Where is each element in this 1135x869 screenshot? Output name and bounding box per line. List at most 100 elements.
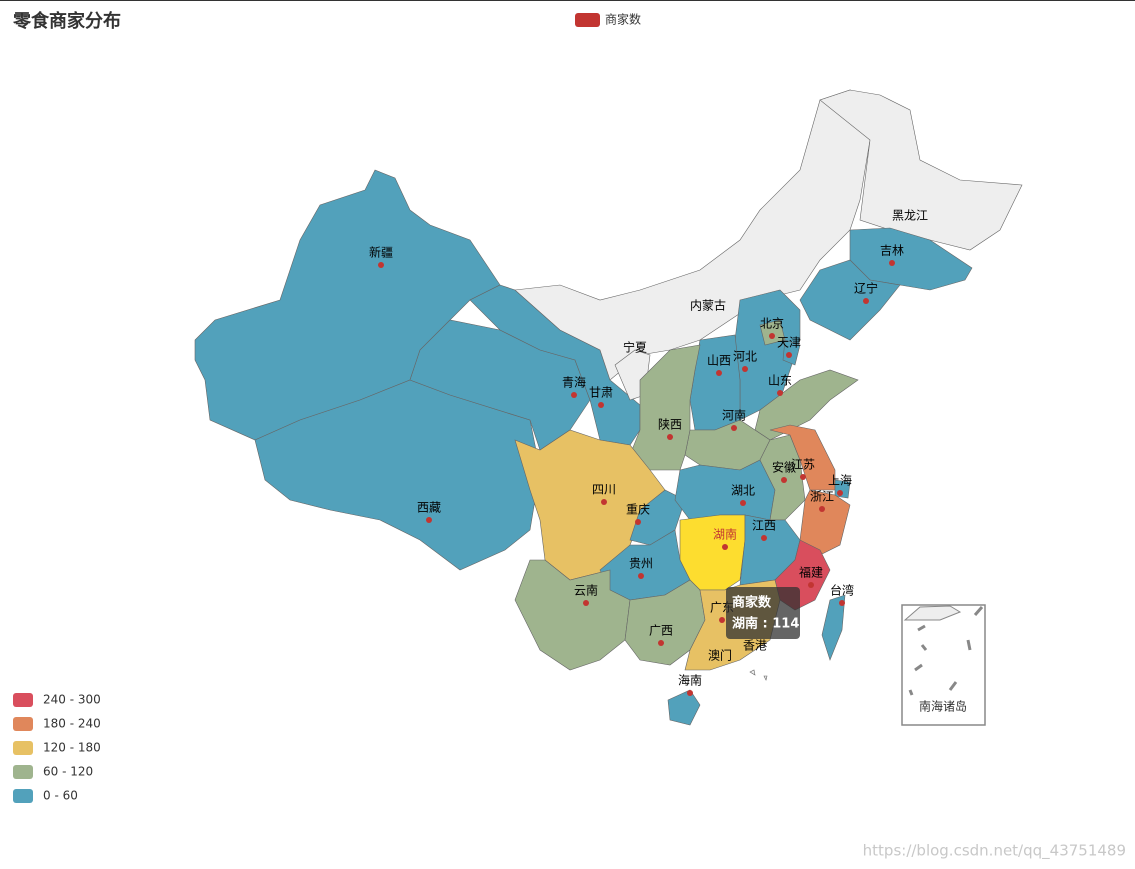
province-label: 重庆 <box>626 503 650 517</box>
inset-frame <box>901 604 986 726</box>
province-dot <box>716 370 722 376</box>
legend-label[interactable]: 商家数 <box>605 12 641 27</box>
province-dot <box>583 600 589 606</box>
province-label: 江西 <box>752 519 776 533</box>
province-dot <box>571 392 577 398</box>
province-label: 黑龙江 <box>892 209 928 223</box>
inset-islands <box>908 606 984 696</box>
province-dot <box>426 517 432 523</box>
province-shape <box>674 459 776 521</box>
province-shape <box>821 594 846 661</box>
province-label: 山东 <box>768 374 792 388</box>
province-dot <box>598 402 604 408</box>
province-dot <box>635 519 641 525</box>
province-dot <box>719 617 725 623</box>
province-shape <box>782 339 801 366</box>
province-label: 陕西 <box>658 417 682 432</box>
province-dot <box>889 260 895 266</box>
province-label: 福建 <box>799 565 823 580</box>
province-dot <box>819 506 825 512</box>
province-label: 吉林 <box>880 244 904 258</box>
province-label: 广西 <box>649 624 673 638</box>
province-label: 澳门 <box>708 648 732 663</box>
tooltip-text: 湖南 : 114 <box>732 616 799 632</box>
province-label: 安徽 <box>772 460 796 475</box>
province-shape <box>799 259 901 341</box>
visual-map-swatch[interactable] <box>13 741 33 755</box>
province-label: 内蒙古 <box>690 298 726 313</box>
province-label: 贵州 <box>629 557 653 571</box>
tooltip: 商家数 湖南 : 114 <box>726 587 800 639</box>
province-label: 新疆 <box>369 245 393 260</box>
tooltip-title: 商家数 <box>732 595 772 611</box>
province-dot <box>863 298 869 304</box>
province-label: 甘肃 <box>589 386 613 400</box>
province-dot <box>769 333 775 339</box>
province-label: 海南 <box>678 673 702 688</box>
province-dot <box>781 477 787 483</box>
province-label: 山西 <box>707 354 731 368</box>
province-label: 河南 <box>722 408 746 423</box>
province-label: 台湾 <box>830 583 854 598</box>
province-shape <box>254 379 541 571</box>
province-dot <box>601 499 607 505</box>
province-label: 天津 <box>777 336 801 350</box>
province-dot <box>722 544 728 550</box>
visual-map: 240 - 300 180 - 240 120 - 180 60 - 120 0 - 6… <box>13 693 101 803</box>
province-dot <box>837 490 843 496</box>
province-shape <box>819 89 1023 251</box>
province-dot <box>786 352 792 358</box>
visual-map-label: 180 - 240 <box>43 717 101 731</box>
province-label: 江苏 <box>791 458 815 472</box>
province-dot <box>839 600 845 606</box>
tooltip-box <box>726 587 800 639</box>
province-dot <box>761 535 767 541</box>
province-dot <box>658 640 664 646</box>
province-dot <box>740 500 746 506</box>
visual-map-swatch[interactable] <box>13 693 33 707</box>
visual-map-swatch[interactable] <box>13 789 33 803</box>
province-dot <box>800 474 806 480</box>
province-label: 西藏 <box>417 501 441 515</box>
visual-map-label: 240 - 300 <box>43 693 101 707</box>
province-shape <box>667 689 701 726</box>
province-dot <box>687 690 693 696</box>
province-label: 浙江 <box>810 490 834 504</box>
inset-label: 南海诸岛 <box>919 699 967 714</box>
province-label: 宁夏 <box>623 340 647 355</box>
visual-map-label: 120 - 180 <box>43 741 101 755</box>
visual-map-swatch[interactable] <box>13 765 33 779</box>
province-label: 辽宁 <box>854 281 878 296</box>
province-label: 河北 <box>733 350 757 364</box>
province-label: 云南 <box>574 583 598 598</box>
province-label: 青海 <box>562 375 586 390</box>
chart-title: 零食商家分布 <box>12 10 121 32</box>
province-label: 北京 <box>760 317 784 331</box>
province-dot <box>378 262 384 268</box>
province-dot <box>638 573 644 579</box>
province-shape <box>749 669 756 676</box>
watermark: https://blog.csdn.net/qq_43751489 <box>863 842 1126 861</box>
inset-land <box>903 605 962 621</box>
province-label: 上海 <box>828 473 852 488</box>
province-dot <box>731 425 737 431</box>
province-label: 湖南 <box>713 527 737 542</box>
province-dot <box>742 366 748 372</box>
province-dot <box>777 390 783 396</box>
province-shape <box>763 675 768 681</box>
province-label: 香港 <box>743 639 767 653</box>
province-shape <box>679 514 746 591</box>
province-shape <box>514 559 631 671</box>
province-label: 湖北 <box>731 483 755 498</box>
province-dot <box>667 434 673 440</box>
visual-map-label: 0 - 60 <box>43 789 78 803</box>
visual-map-label: 60 - 120 <box>43 765 93 779</box>
legend-swatch[interactable] <box>575 13 600 27</box>
province-dot <box>808 582 814 588</box>
inset: 南海诸岛 <box>901 604 986 726</box>
province-label: 四川 <box>592 483 616 497</box>
visual-map-swatch[interactable] <box>13 717 33 731</box>
